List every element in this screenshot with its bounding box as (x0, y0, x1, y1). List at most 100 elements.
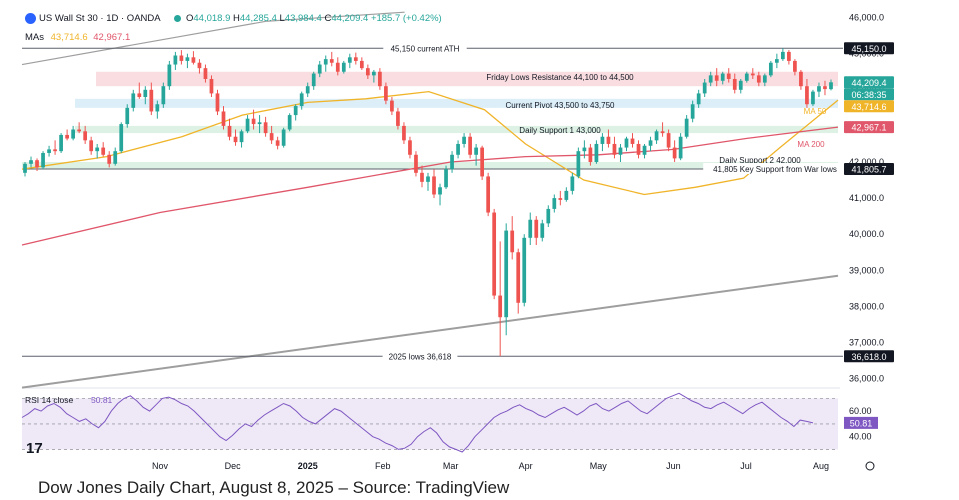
high-label: H (233, 13, 240, 24)
rsi-value-tag (844, 416, 878, 429)
candle (805, 86, 809, 105)
hline-label: 45,150 current ATH (391, 44, 460, 53)
candle (486, 176, 491, 213)
candle (570, 176, 575, 191)
candle (738, 80, 743, 90)
price-tag-label: 36,618.0 (851, 352, 886, 362)
candle (702, 82, 707, 94)
ma200-line (21, 126, 839, 246)
candle (552, 198, 557, 209)
candle (293, 106, 298, 116)
candle (606, 136, 611, 144)
candle (119, 124, 124, 152)
candle (251, 118, 256, 125)
price-tag-label: 45,150.0 (851, 44, 886, 54)
candle (221, 111, 226, 126)
hline-label-bg (703, 163, 847, 175)
high-value: 44,285.4 (239, 13, 277, 24)
rsi-value-label: 50.81 (850, 418, 873, 428)
candle (329, 59, 334, 63)
candle (420, 172, 424, 182)
candle (660, 131, 665, 134)
ma200-label: MA 200 (797, 140, 825, 149)
candle (359, 60, 364, 69)
y-tick-label: 36,000.0 (849, 374, 884, 384)
candle (408, 140, 412, 155)
candle (323, 59, 328, 65)
zone-0 (96, 71, 838, 87)
price-tag-label: 41,805.7 (851, 165, 886, 175)
rsi-line (21, 392, 814, 453)
candle (450, 154, 454, 170)
candle (299, 93, 304, 107)
candle (684, 118, 689, 137)
ma50-label: MA 50 (804, 107, 827, 116)
mas-legend[interactable]: MAs 43,714.6 42,967.1 (25, 32, 130, 43)
candle (817, 86, 821, 92)
candle (335, 62, 340, 72)
candle (522, 237, 527, 303)
candle (426, 176, 430, 182)
candle (281, 129, 286, 146)
candle (209, 78, 214, 94)
x-tick-label: Dec (225, 461, 242, 471)
symbol-title[interactable]: US Wall St 30 · 1D · OANDA (39, 13, 161, 24)
candle (732, 78, 737, 90)
tradingview-logo[interactable]: 17 (26, 440, 43, 457)
x-tick-label: Nov (152, 461, 169, 471)
candle (762, 75, 767, 83)
zone-2 (75, 125, 838, 134)
candle (618, 147, 623, 155)
candle (353, 57, 358, 61)
candle (726, 73, 731, 79)
candle (203, 68, 208, 79)
price-tag (844, 100, 894, 113)
candle (263, 122, 268, 134)
x-tick-label: May (590, 461, 608, 471)
candle (768, 62, 773, 76)
candle (77, 129, 82, 132)
candle (89, 140, 94, 152)
candle (594, 143, 599, 162)
trend-line (21, 20, 267, 66)
candle (654, 131, 659, 141)
candle (432, 176, 436, 195)
y-tick-label: 37,000.0 (849, 337, 884, 347)
candle (305, 86, 310, 94)
x-tick-label: Mar (443, 461, 459, 471)
candle (269, 133, 274, 141)
x-tick-label: 2025 (298, 461, 318, 471)
zone-label: Friday Lows Resistance 44,100 to 44,500 (486, 73, 634, 82)
candle (720, 73, 725, 81)
price-tag (844, 88, 894, 101)
candle (492, 212, 497, 296)
candle (642, 145, 647, 155)
candle (95, 147, 100, 152)
candle (756, 75, 761, 83)
candle (624, 138, 629, 148)
hline-label: 2025 lows 36,618 (389, 352, 452, 361)
candle (546, 208, 551, 224)
candle (384, 86, 388, 101)
candle (474, 147, 478, 155)
candle (155, 104, 160, 112)
close-value: 44,209.4 (331, 13, 369, 24)
price-tag-label: 44,209.4 (851, 78, 886, 88)
close-label: C (324, 13, 332, 24)
y-tick-label: 41,000.0 (849, 193, 884, 203)
zone-label: Daily Support 1 43,000 (519, 126, 601, 135)
candle (823, 86, 827, 90)
candle (516, 252, 521, 303)
candle (275, 140, 280, 146)
candle (708, 75, 713, 83)
candle (257, 122, 262, 125)
candle (402, 125, 406, 141)
candle (378, 71, 382, 87)
candle (185, 57, 190, 61)
price-tag (844, 42, 894, 55)
x-tick-label: Apr (519, 461, 533, 471)
candle (696, 93, 701, 105)
candle (107, 154, 112, 164)
candle (239, 131, 244, 143)
